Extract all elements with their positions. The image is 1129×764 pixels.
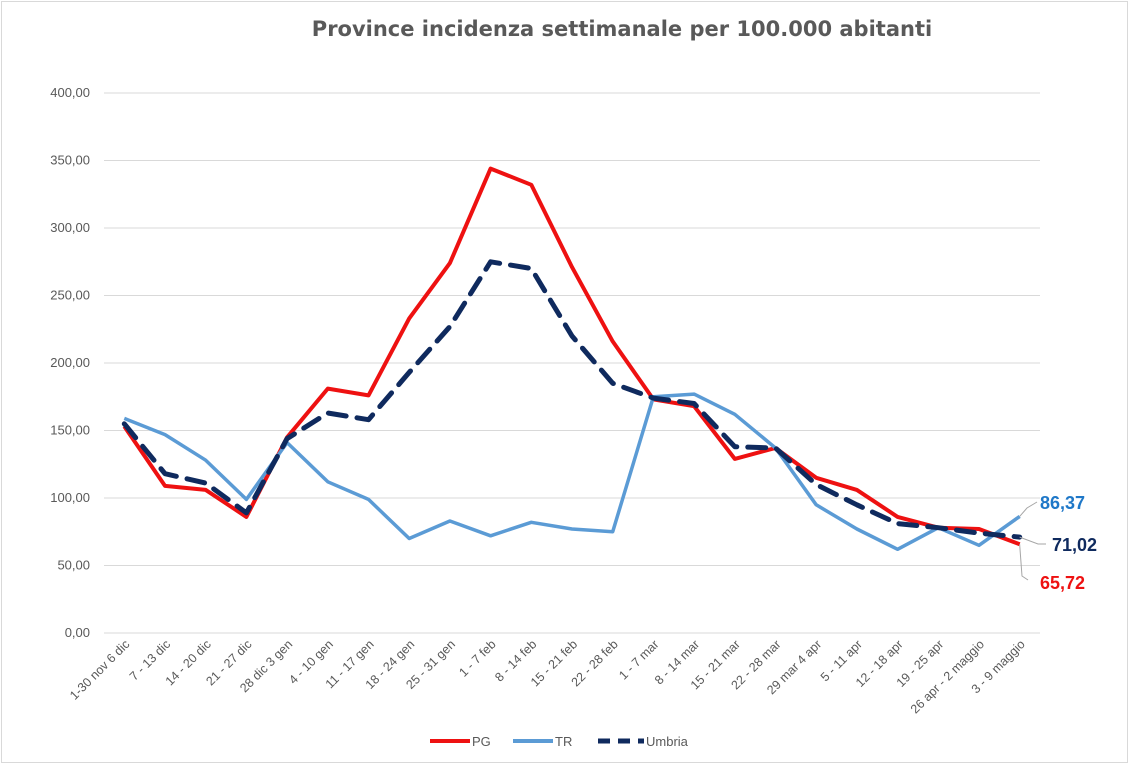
end-value-labels: 86,37 71,02 65,72 <box>1019 493 1097 593</box>
series-lines <box>121 166 1023 552</box>
series-line-tr <box>123 392 1021 552</box>
legend-label-tr: TR <box>555 734 572 749</box>
y-tick-label: 250,00 <box>50 288 90 303</box>
y-tick-label: 100,00 <box>50 490 90 505</box>
end-value-label-umbria: 71,02 <box>1052 535 1097 555</box>
legend-label-pg: PG <box>472 734 491 749</box>
legend-label-umbria: Umbria <box>646 734 689 749</box>
y-tick-label: 300,00 <box>50 220 90 235</box>
y-tick-label: 150,00 <box>50 423 90 438</box>
y-tick-label: 400,00 <box>50 85 90 100</box>
y-axis-ticks: 0,00 50,00 100,00 150,00 200,00 250,00 300,00 3… <box>50 85 90 640</box>
y-tick-label: 350,00 <box>50 153 90 168</box>
leader-line <box>1019 536 1046 545</box>
y-tick-label: 50,00 <box>57 558 90 573</box>
leader-line <box>1019 544 1029 581</box>
legend: PG TR Umbria <box>430 734 689 749</box>
series-line-umbria <box>121 259 1023 540</box>
end-value-label-pg: 65,72 <box>1040 573 1085 593</box>
gridlines <box>104 92 1040 634</box>
x-tick-label: 1-30 nov 6 dic <box>67 637 132 702</box>
y-tick-label: 200,00 <box>50 355 90 370</box>
leader-line <box>1019 501 1038 517</box>
end-value-label-tr: 86,37 <box>1040 493 1085 513</box>
y-tick-label: 0,00 <box>65 625 90 640</box>
x-tick-label: 26 apr - 2 maggio <box>908 637 987 716</box>
chart-title: Province incidenza settimanale per 100.0… <box>312 17 932 41</box>
